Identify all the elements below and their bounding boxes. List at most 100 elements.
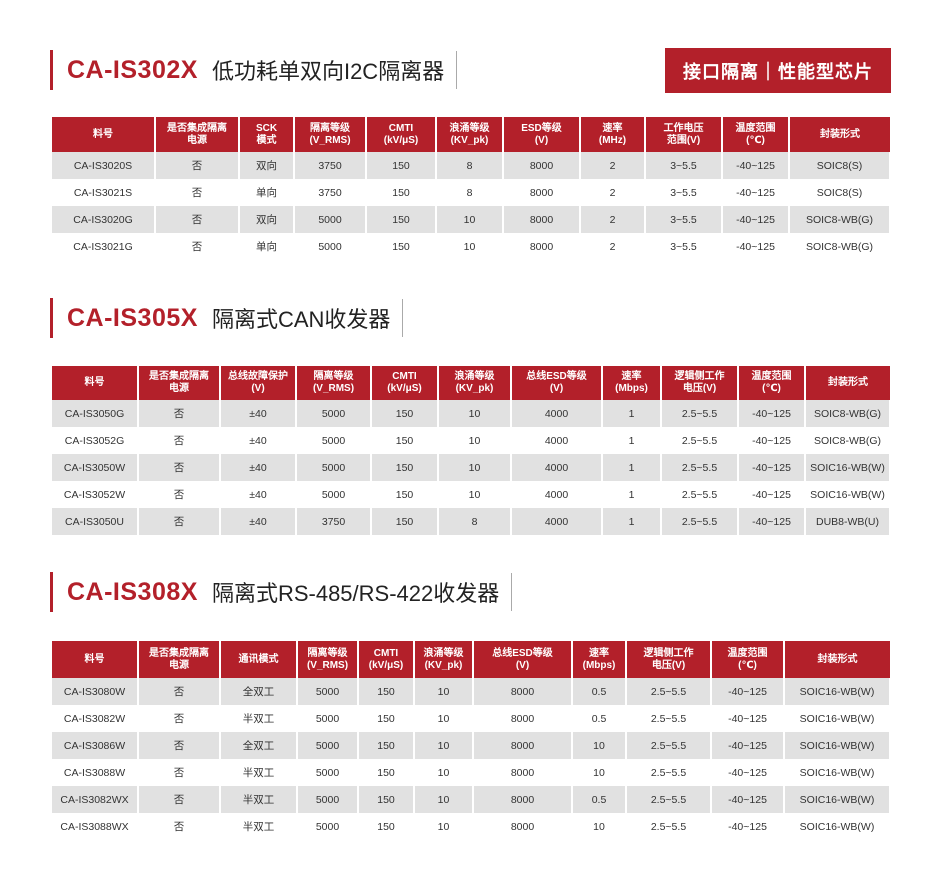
table-cell: 10 <box>438 481 512 508</box>
header-line-2: (℃) <box>762 383 781 394</box>
table-cell: 4000 <box>511 400 603 427</box>
column-header: 封装形式 <box>789 117 890 152</box>
header-line-2: (KV_pk) <box>424 659 463 671</box>
column-header: ESD等级 (V) <box>503 117 581 152</box>
table-cell: SOIC16-WB(W) <box>805 454 891 481</box>
column-header: 浪涌等级 (KV_pk) <box>438 366 512 400</box>
table-cell: 半双工 <box>220 705 298 732</box>
header-line-1: 浪涌等级 <box>454 371 495 382</box>
table-cell: 3750 <box>294 179 367 206</box>
table-cell: CA-IS3021G <box>52 233 156 260</box>
table-cell: 150 <box>366 206 437 233</box>
table-cell: 否 <box>138 813 221 840</box>
table-cell: 否 <box>138 732 221 759</box>
table-cell: 10 <box>438 454 512 481</box>
table-cell: 否 <box>138 454 221 481</box>
table-cell: 0.5 <box>572 678 627 705</box>
table-cell: SOIC16-WB(W) <box>784 786 891 813</box>
column-header: 总线ESD等级 (V) <box>511 366 603 400</box>
table-cell: 8000 <box>473 759 573 786</box>
table-cell: 8 <box>438 508 512 535</box>
header-line-2: (kV/μS) <box>383 134 419 146</box>
header-row: 料号 是否集成隔离 电源 总线故障保护 (V) 隔离等级 (V_RMS) CMTI (kV/μS… <box>52 366 890 400</box>
table-cell: 8000 <box>503 233 581 260</box>
table-cell: 2.5~5.5 <box>626 678 712 705</box>
column-header: 封装形式 <box>784 641 890 678</box>
table-cell: SOIC8-WB(G) <box>789 233 891 260</box>
header-line-2: (MHz) <box>598 134 627 146</box>
column-header: 温度范围 (℃) <box>738 366 806 400</box>
table-cell: 5000 <box>296 400 372 427</box>
table-cell: 2.5~5.5 <box>661 454 739 481</box>
column-header: 总线故障保护 (V) <box>220 366 297 400</box>
table-cell: -40~125 <box>722 206 790 233</box>
table-cell: CA-IS3050G <box>52 400 139 427</box>
table-cell: SOIC8-WB(G) <box>789 206 891 233</box>
table-cell: 2.5~5.5 <box>661 427 739 454</box>
table-cell: 150 <box>371 400 439 427</box>
table-cell: 8000 <box>473 705 573 732</box>
table-cell: 8000 <box>473 786 573 813</box>
table-cell: 否 <box>138 786 221 813</box>
header-line-1: 封装形式 <box>828 377 868 388</box>
table-cell: 150 <box>371 427 439 454</box>
column-header: 隔离等级 (V_RMS) <box>294 117 367 152</box>
header-line-1: 浪涌等级 <box>449 122 490 134</box>
table-cell: 半双工 <box>220 786 298 813</box>
table-cell: SOIC8(S) <box>789 179 891 206</box>
header-line-1: CMTI <box>392 371 417 382</box>
table-row: CA-IS3088W 否半双工 5000 150 10 8000 10 2.5~5.5 -40~… <box>52 759 891 786</box>
table-cell: ±40 <box>220 400 297 427</box>
table-cell: 4000 <box>511 481 603 508</box>
header-line-1: ESD等级 <box>521 122 562 134</box>
header-line-2: 范围(V) <box>666 134 701 146</box>
table-cell: 全双工 <box>220 678 298 705</box>
table-row: CA-IS3021S 否单向 3750 150 8 8000 2 3~5.5 -40~125 SO… <box>52 179 891 206</box>
table-row: CA-IS3088WX 否半双工 5000 150 10 8000 10 2.5~5.5 -40… <box>52 813 891 840</box>
table-cell: 2.5~5.5 <box>626 759 712 786</box>
table-cell: 1 <box>602 427 662 454</box>
table-cell: 150 <box>366 233 437 260</box>
column-header: 隔离等级 (V_RMS) <box>297 641 359 678</box>
column-header: 速率 (Mbps) <box>572 641 627 678</box>
table-cell: CA-IS3086W <box>52 732 139 759</box>
table-cell: SOIC8-WB(G) <box>805 400 891 427</box>
table-cell: 1 <box>602 400 662 427</box>
table-cell: 8000 <box>503 206 581 233</box>
table-cell: 否 <box>155 152 240 179</box>
header-line-2: (V) <box>534 134 549 146</box>
table-cell: -40~125 <box>711 786 785 813</box>
table-cell: 单向 <box>239 233 295 260</box>
table-cell: 5000 <box>297 786 359 813</box>
table-cell: 2.5~5.5 <box>661 481 739 508</box>
divider <box>511 573 513 611</box>
table-cell: 5000 <box>297 813 359 840</box>
table-row: CA-IS3086W 否全双工 5000 150 10 8000 10 2.5~5.5 -40~… <box>52 732 891 759</box>
table-cell: CA-IS3052G <box>52 427 139 454</box>
header-line-1: 料号 <box>93 128 113 140</box>
table-cell: CA-IS3088WX <box>52 813 139 840</box>
header-line-2: 电压(V) <box>651 659 686 671</box>
table-cell: CA-IS3050W <box>52 454 139 481</box>
table-cell: -40~125 <box>738 427 806 454</box>
header-line-1: 温度范围 <box>727 647 768 659</box>
table-cell: 10 <box>572 732 627 759</box>
table-cell: -40~125 <box>711 759 785 786</box>
column-header: 通讯模式 <box>220 641 298 678</box>
table-cell: 10 <box>438 427 512 454</box>
table-cell: SOIC16-WB(W) <box>805 481 891 508</box>
header-line-1: 隔离等级 <box>313 371 354 382</box>
header-line-2: (V) <box>251 383 265 394</box>
table-cell: 10 <box>414 732 474 759</box>
table-cell: 4000 <box>511 508 603 535</box>
table-cell: DUB8-WB(U) <box>805 508 891 535</box>
spec-table: 料号 是否集成隔离 电源 通讯模式 隔离等级 (V_RMS) CMTI (kV/μS) 浪涌等级… <box>52 641 891 840</box>
column-header: 是否集成隔离 电源 <box>155 117 240 152</box>
header-line-2: 电压(V) <box>682 383 717 394</box>
series-name: 隔离式CAN收发器 <box>211 307 391 332</box>
header-line-1: 速率 <box>621 371 642 382</box>
table-cell: 5000 <box>296 427 372 454</box>
table-cell: -40~125 <box>738 508 806 535</box>
divider <box>402 299 404 337</box>
divider <box>456 51 458 89</box>
